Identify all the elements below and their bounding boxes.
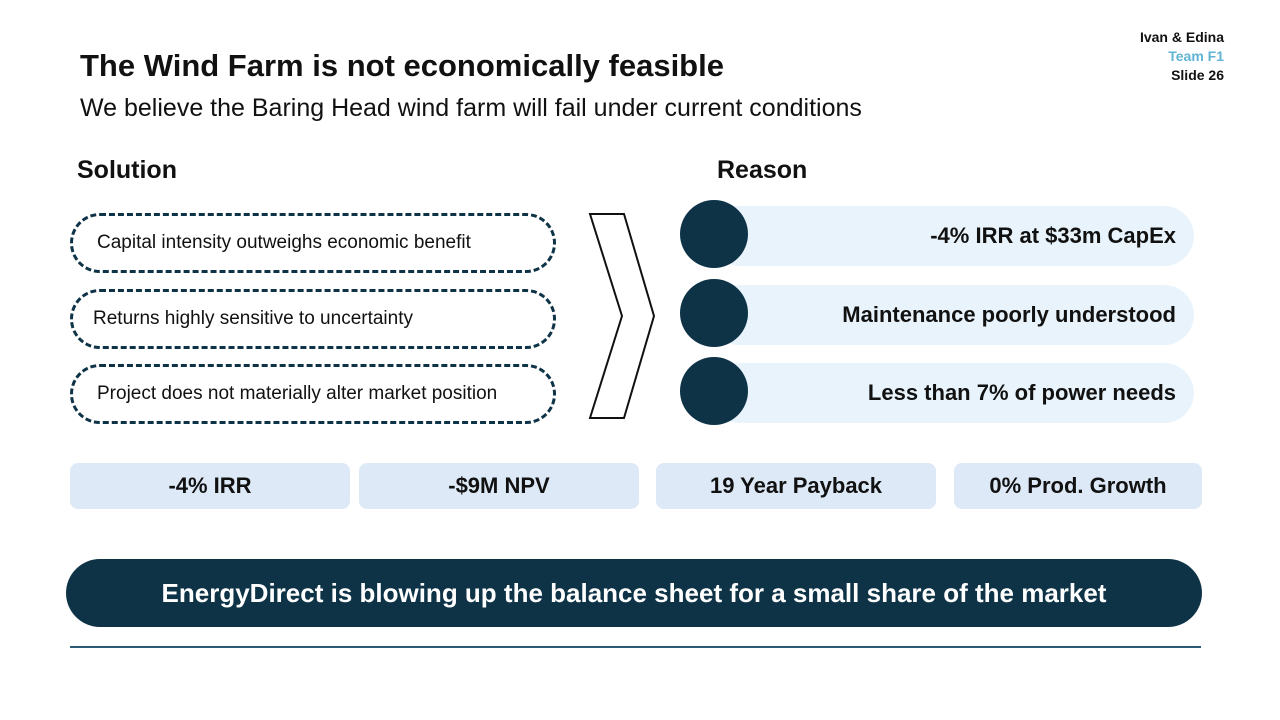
- team-label: Team F1: [1168, 48, 1224, 64]
- reason-label: -4% IRR at $33m CapEx: [930, 223, 1176, 248]
- reason-row: -4% IRR at $33m CapEx: [680, 200, 1194, 270]
- solution-item: Capital intensity outweighs economic ben…: [70, 213, 556, 273]
- conclusion-banner: EnergyDirect is blowing up the balance s…: [66, 559, 1202, 627]
- solution-heading: Solution: [77, 156, 177, 184]
- metric-payback: 19 Year Payback: [656, 463, 936, 509]
- solution-item: Project does not materially alter market…: [70, 364, 556, 424]
- solution-item-label: Capital intensity outweighs economic ben…: [97, 232, 471, 253]
- metric-production-growth: 0% Prod. Growth: [954, 463, 1202, 509]
- reason-bar: -4% IRR at $33m CapEx: [710, 206, 1194, 266]
- reason-label: Maintenance poorly understood: [842, 302, 1176, 327]
- reason-bar: Less than 7% of power needs: [710, 363, 1194, 423]
- slide-subtitle: We believe the Baring Head wind farm wil…: [80, 94, 862, 122]
- solution-item: Returns highly sensitive to uncertainty: [70, 289, 556, 349]
- reason-marker: [680, 357, 748, 425]
- solution-item-label: Project does not materially alter market…: [97, 383, 498, 404]
- reason-marker: [680, 279, 748, 347]
- slide-title: The Wind Farm is not economically feasib…: [80, 48, 724, 83]
- reason-row: Less than 7% of power needs: [680, 357, 1194, 427]
- solution-item-label: Returns highly sensitive to uncertainty: [93, 308, 413, 329]
- reason-label: Less than 7% of power needs: [867, 380, 1176, 405]
- authors-label: Ivan & Edina: [1139, 29, 1224, 45]
- reason-heading: Reason: [717, 156, 808, 184]
- slide-meta: Ivan & Edina Team F1 Slide 26: [1140, 28, 1224, 85]
- chevron-right-icon: [588, 213, 656, 419]
- reason-marker: [680, 200, 748, 268]
- conclusion-text: EnergyDirect is blowing up the balance s…: [161, 577, 1107, 608]
- divider: [70, 646, 1201, 648]
- reason-row: Maintenance poorly understood: [680, 279, 1194, 349]
- reason-bar: Maintenance poorly understood: [710, 285, 1194, 345]
- metric-npv: -$9M NPV: [359, 463, 639, 509]
- metric-irr: -4% IRR: [70, 463, 350, 509]
- slide-number: Slide 26: [1171, 67, 1224, 83]
